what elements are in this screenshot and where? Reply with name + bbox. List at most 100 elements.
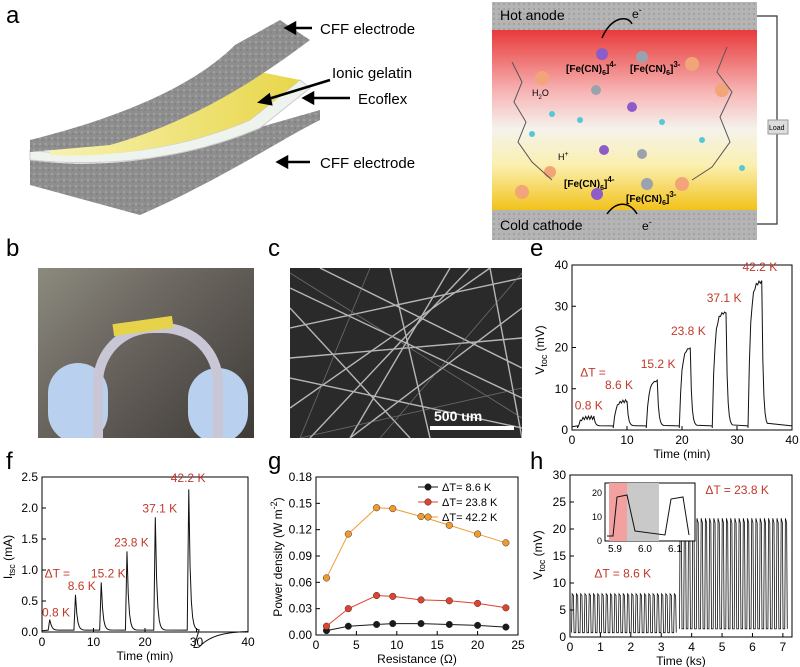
inset-x-tick-label: 6.1: [668, 544, 682, 555]
fe-label-bottom-right: [Fe(CN)6]3-: [626, 190, 677, 207]
x-tick-label: 4: [688, 640, 695, 654]
scale-bar: [430, 426, 514, 430]
x-tick-label: 10: [390, 638, 404, 652]
label-cff-bottom: CFF electrode: [320, 155, 415, 172]
x-tick-label: 5: [719, 640, 726, 654]
y-tick-label: 10: [553, 576, 567, 590]
legend-marker: [424, 498, 432, 506]
annotation-label: 8.6 K: [68, 579, 96, 593]
annotation-label: 42.2 K: [743, 260, 778, 274]
inset-hot-band: [609, 483, 627, 541]
data-point: [344, 605, 352, 613]
sem-fiber-image: 500 um: [290, 268, 522, 438]
y-tick-label: 0: [559, 630, 566, 644]
annotation-label: ΔT =: [45, 566, 70, 580]
y-tick-label: 10: [555, 382, 569, 396]
data-point: [373, 620, 381, 629]
data-point: [474, 621, 482, 629]
data-point: [474, 599, 482, 607]
y-axis-label: Power density (W m-2): [269, 497, 285, 616]
y-tick-label: 0.03: [289, 602, 313, 616]
inset-y-tick-label: 0: [597, 536, 602, 546]
device-stack-illustration: CFF electrode Ionic gelatin Ecoflex CFF …: [29, 20, 415, 215]
electron-arrow-bottom: [606, 203, 638, 215]
label-ecoflex: Ecoflex: [358, 91, 408, 108]
cold-cathode-label: Cold cathode: [500, 217, 583, 233]
water-label: H2O: [532, 88, 549, 101]
data-point: [445, 597, 453, 605]
y-tick-label: 0.12: [289, 523, 313, 537]
x-tick-label: 25: [511, 638, 525, 652]
plot-frame: [41, 476, 249, 633]
annotation-label: 37.1 K: [142, 501, 177, 515]
bottom-cff-layer: [30, 110, 320, 215]
data-point: [344, 622, 352, 630]
y-axis-label: Vtoc (mV): [533, 325, 549, 374]
hot-anode-plate: [492, 2, 757, 30]
annotation-label: 23.8 K: [114, 535, 149, 549]
data-point: [445, 620, 453, 629]
y-tick-label: 2.0: [21, 501, 38, 515]
x-tick-label: 30: [730, 433, 744, 447]
x-axis-label: Time (min): [117, 649, 174, 663]
y-axis-label: Itsc (mA): [1, 535, 17, 579]
y-tick-label: 0: [561, 423, 568, 437]
data-point: [417, 596, 425, 604]
data-point: [474, 530, 482, 538]
cold-cathode-plate: [492, 210, 757, 240]
annotation-label: ΔT = 23.8 K: [705, 483, 769, 497]
y-axis-label: Vtoc (mV): [531, 530, 547, 579]
annotation-label: 23.8 K: [671, 324, 706, 338]
flexible-device-photo: [38, 268, 254, 438]
inset-y-tick-label: 20: [592, 488, 602, 498]
y-tick-label: 0.00: [289, 628, 313, 642]
load-label: Load: [769, 125, 785, 132]
y-tick-label: 1.0: [21, 563, 38, 577]
data-point: [502, 539, 510, 547]
data-point: [502, 604, 510, 612]
x-tick-label: 2: [627, 640, 634, 654]
legend-marker: [424, 513, 432, 521]
legend-label: ΔT= 23.8 K: [442, 497, 498, 509]
voltage-trace: [571, 280, 793, 429]
annotation-label: 37.1 K: [707, 291, 742, 305]
y-tick-label: 1.5: [21, 532, 38, 546]
y-tick-label: 20: [553, 522, 567, 536]
legend-label: ΔT= 8.6 K: [442, 482, 492, 494]
fe-label-top-left: [Fe(CN)6]4-: [566, 60, 617, 77]
panel-label-a: a: [6, 2, 20, 29]
panel-label-g: g: [268, 448, 282, 475]
annotation-label: 8.6 K: [605, 378, 633, 392]
fe-label-bottom-left: [Fe(CN)6]4-: [564, 175, 615, 192]
cycle-trace: [679, 518, 788, 630]
series-line: [326, 594, 506, 627]
panel-label-e: e: [530, 235, 544, 262]
data-point: [373, 504, 381, 512]
legend-label: ΔT= 42.2 K: [442, 512, 498, 524]
y-tick-label: 30: [553, 468, 567, 482]
inset-cold-band: [627, 483, 659, 541]
x-tick-label: 0: [567, 640, 574, 654]
label-ionic-gelatin: Ionic gelatin: [332, 65, 412, 82]
scale-bar-label: 500 um: [434, 408, 483, 424]
x-tick-label: 40: [241, 635, 255, 649]
x-tick-label: 10: [620, 433, 634, 447]
chart-power-density: 0 5 10 15 20 25 0.00 0.03 0.06 0.09 0.12 0.15 0.18 Re…: [269, 470, 525, 666]
hot-anode-label: Hot anode: [500, 7, 565, 23]
data-point: [389, 620, 397, 628]
panel-label-c: c: [268, 235, 280, 262]
annotation-label: 15.2 K: [91, 566, 126, 580]
electrolyte-region: [492, 30, 757, 210]
panel-label-f: f: [6, 448, 13, 475]
data-point: [417, 620, 425, 628]
inset-y-tick-label: 10: [592, 512, 602, 522]
thermocell-schematic: Hot anode Cold cathode e- e- Load [Fe(CN…: [492, 2, 789, 240]
series-line: [326, 623, 506, 632]
y-tick-label: 30: [555, 299, 569, 313]
inset-trace: [607, 494, 690, 537]
y-tick-label: 20: [555, 341, 569, 355]
data-point: [344, 530, 352, 538]
y-tick-label: 40: [555, 258, 569, 272]
y-tick-label: 0.15: [289, 496, 313, 510]
x-tick-label: 0: [313, 638, 320, 652]
